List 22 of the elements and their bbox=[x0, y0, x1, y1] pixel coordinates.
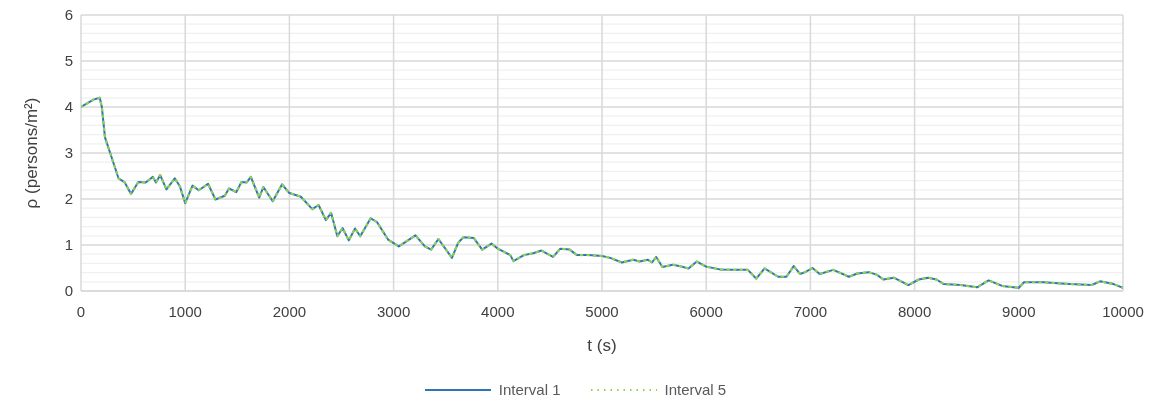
y-tick-label: 6 bbox=[64, 6, 73, 23]
x-tick-label: 1000 bbox=[168, 303, 202, 320]
legend-label: Interval 1 bbox=[498, 381, 561, 398]
y-axis-title: ρ (persons/m²) bbox=[22, 97, 42, 209]
x-tick-label: 10000 bbox=[1102, 303, 1144, 320]
x-axis-title: t (s) bbox=[587, 336, 617, 355]
x-tick-label: 3000 bbox=[376, 303, 411, 320]
x-tick-label: 7000 bbox=[793, 303, 828, 320]
x-tick-label: 0 bbox=[76, 303, 86, 320]
y-tick-label: 4 bbox=[64, 98, 73, 115]
x-tick-label: 8000 bbox=[897, 303, 932, 320]
y-tick-label: 3 bbox=[64, 144, 73, 161]
x-tick-label: 9000 bbox=[1002, 303, 1036, 320]
x-tick-label: 2000 bbox=[272, 303, 307, 320]
x-tick-label: 5000 bbox=[585, 303, 619, 320]
y-tick-label: 2 bbox=[64, 190, 73, 207]
x-tick-label: 4000 bbox=[481, 303, 515, 320]
y-tick-label: 5 bbox=[64, 52, 73, 69]
legend-label: Interval 5 bbox=[664, 381, 727, 398]
y-tick-label: 0 bbox=[64, 282, 73, 299]
x-tick-label: 6000 bbox=[689, 303, 723, 320]
y-tick-label: 1 bbox=[64, 236, 73, 253]
